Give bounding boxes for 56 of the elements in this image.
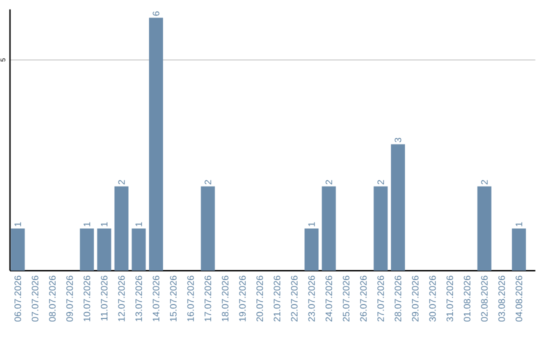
x-tick-label: 07.07.2026: [32, 276, 38, 322]
x-tick-label: 30.07.2026: [429, 276, 436, 322]
x-tick-label: 19.07.2026: [239, 276, 246, 322]
bar: [477, 186, 492, 271]
data-label: 3: [394, 138, 402, 142]
x-tick-label: 24.07.2026: [326, 276, 332, 322]
data-label: 1: [100, 222, 108, 226]
x-tick-label: 22.07.2026: [290, 276, 298, 322]
bar: [390, 144, 405, 271]
x-tick-label: 18.07.2026: [222, 276, 228, 322]
x-tick-label: 02.08.2026: [481, 276, 488, 322]
bar: [114, 186, 128, 271]
x-tick-label: 26.07.2026: [360, 276, 367, 322]
x-tick-label: 17.07.2026: [204, 276, 212, 322]
x-tick-label: 16.07.2026: [187, 276, 194, 322]
data-label: 1: [14, 222, 21, 226]
x-tick-label: 25.07.2026: [342, 276, 350, 322]
x-tick-label: 09.07.2026: [66, 276, 73, 322]
data-label: 1: [516, 222, 522, 226]
data-label: 1: [84, 222, 90, 226]
x-tick-label: 11.07.2026: [100, 276, 108, 320]
bar: [322, 186, 336, 271]
x-tick-label: 15.07.2026: [170, 276, 177, 322]
data-label: 1: [136, 222, 142, 226]
bar: [149, 18, 164, 271]
x-tick-label: 20.07.2026: [256, 276, 263, 322]
x-tick-label: 31.07.2026: [446, 276, 454, 322]
data-label: 2: [326, 180, 332, 184]
x-tick-label: 04.08.2026: [516, 276, 522, 322]
bar: [374, 186, 388, 271]
data-label: 2: [118, 180, 125, 184]
x-tick-label: 14.07.2026: [152, 276, 160, 322]
x-tick-label: 27.07.2026: [377, 276, 384, 322]
x-tick-label: 12.07.2026: [118, 276, 125, 322]
bar: [97, 228, 112, 271]
bar: [304, 228, 319, 271]
x-tick-label: 13.07.2026: [135, 276, 142, 322]
bar: [200, 186, 215, 271]
bar: [10, 228, 25, 271]
x-tick-label: 23.07.2026: [308, 276, 315, 322]
data-label: 2: [204, 180, 212, 184]
bar: [132, 228, 146, 271]
x-tick-label: 08.07.2026: [49, 276, 56, 322]
x-tick-label: 01.08.2026: [464, 276, 470, 322]
x-tick-label: 06.07.2026: [14, 276, 22, 322]
x-tick-label: 10.07.2026: [84, 276, 90, 322]
data-label: 2: [481, 180, 488, 184]
x-tick-label: 03.08.2026: [498, 276, 505, 322]
x-tick-label: 21.07.2026: [274, 276, 280, 322]
data-label: 1: [308, 222, 315, 226]
x-tick-label: 28.07.2026: [394, 276, 402, 322]
bar: [80, 228, 94, 271]
data-label: 2: [377, 180, 384, 184]
data-label: 6: [152, 11, 160, 16]
bar: [512, 228, 526, 271]
x-tick-label: 29.07.2026: [412, 276, 419, 322]
